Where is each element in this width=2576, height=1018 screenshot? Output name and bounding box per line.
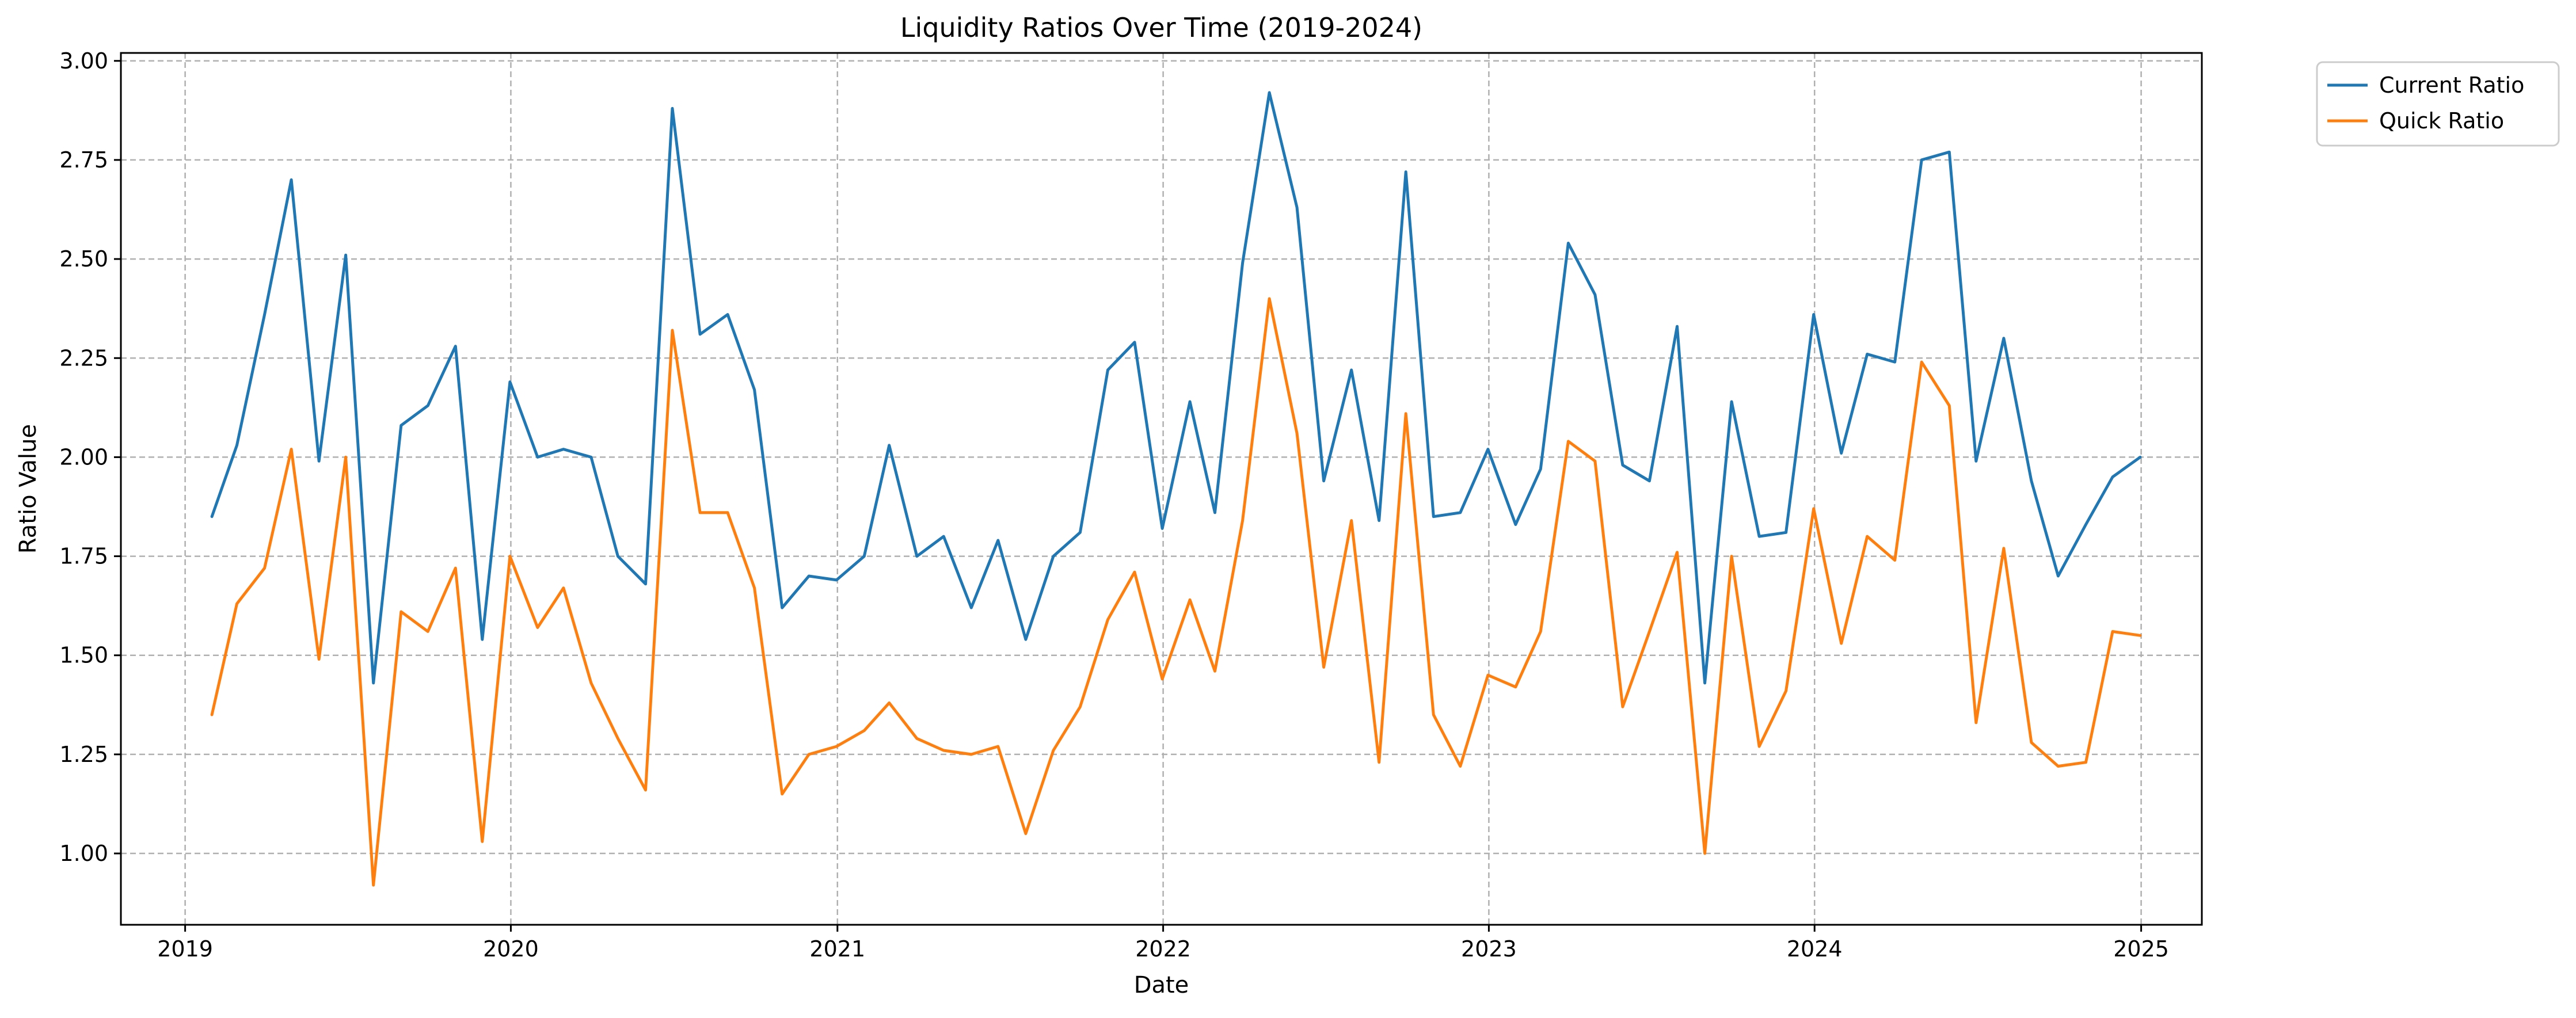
x-tick-label: 2024 — [1787, 936, 1843, 962]
tick-layer: 2019 2020 2021 2022 2023 2024 2025 1.00 1.25 1.50… — [59, 48, 2169, 962]
series-line-1 — [210, 91, 2142, 685]
legend: Current Ratio Quick Ratio — [2316, 61, 2560, 147]
x-tick-label: 2023 — [1461, 936, 1517, 962]
chart-title: Liquidity Ratios Over Time (2019-2024) — [900, 12, 1422, 43]
y-tick-label: 3.00 — [59, 48, 108, 74]
grid-layer — [121, 53, 2202, 925]
x-tick-label: 2025 — [2113, 936, 2169, 962]
y-tick-label: 1.25 — [59, 742, 108, 767]
legend-box — [2316, 61, 2560, 147]
y-tick-label: 1.00 — [59, 841, 108, 866]
plot-frame — [120, 52, 2203, 926]
series-line-2 — [210, 297, 2142, 887]
x-tick-label: 2021 — [809, 936, 865, 962]
y-tick-label: 2.50 — [59, 246, 108, 272]
y-tick-label: 2.75 — [59, 147, 108, 173]
x-tick-label: 2020 — [483, 936, 539, 962]
y-tick-label: 2.00 — [59, 444, 108, 470]
x-tick-label: 2022 — [1135, 936, 1191, 962]
y-tick-label: 1.50 — [59, 643, 108, 668]
series-layer — [210, 91, 2142, 887]
x-tick-label: 2019 — [157, 936, 213, 962]
y-tick-label: 1.75 — [59, 544, 108, 569]
y-tick-label: 2.25 — [59, 345, 108, 371]
legend-label: Quick Ratio — [2379, 108, 2504, 134]
legend-label: Current Ratio — [2379, 73, 2524, 98]
x-axis-label: Date — [1134, 972, 1189, 998]
y-axis-label: Ratio Value — [15, 424, 41, 554]
